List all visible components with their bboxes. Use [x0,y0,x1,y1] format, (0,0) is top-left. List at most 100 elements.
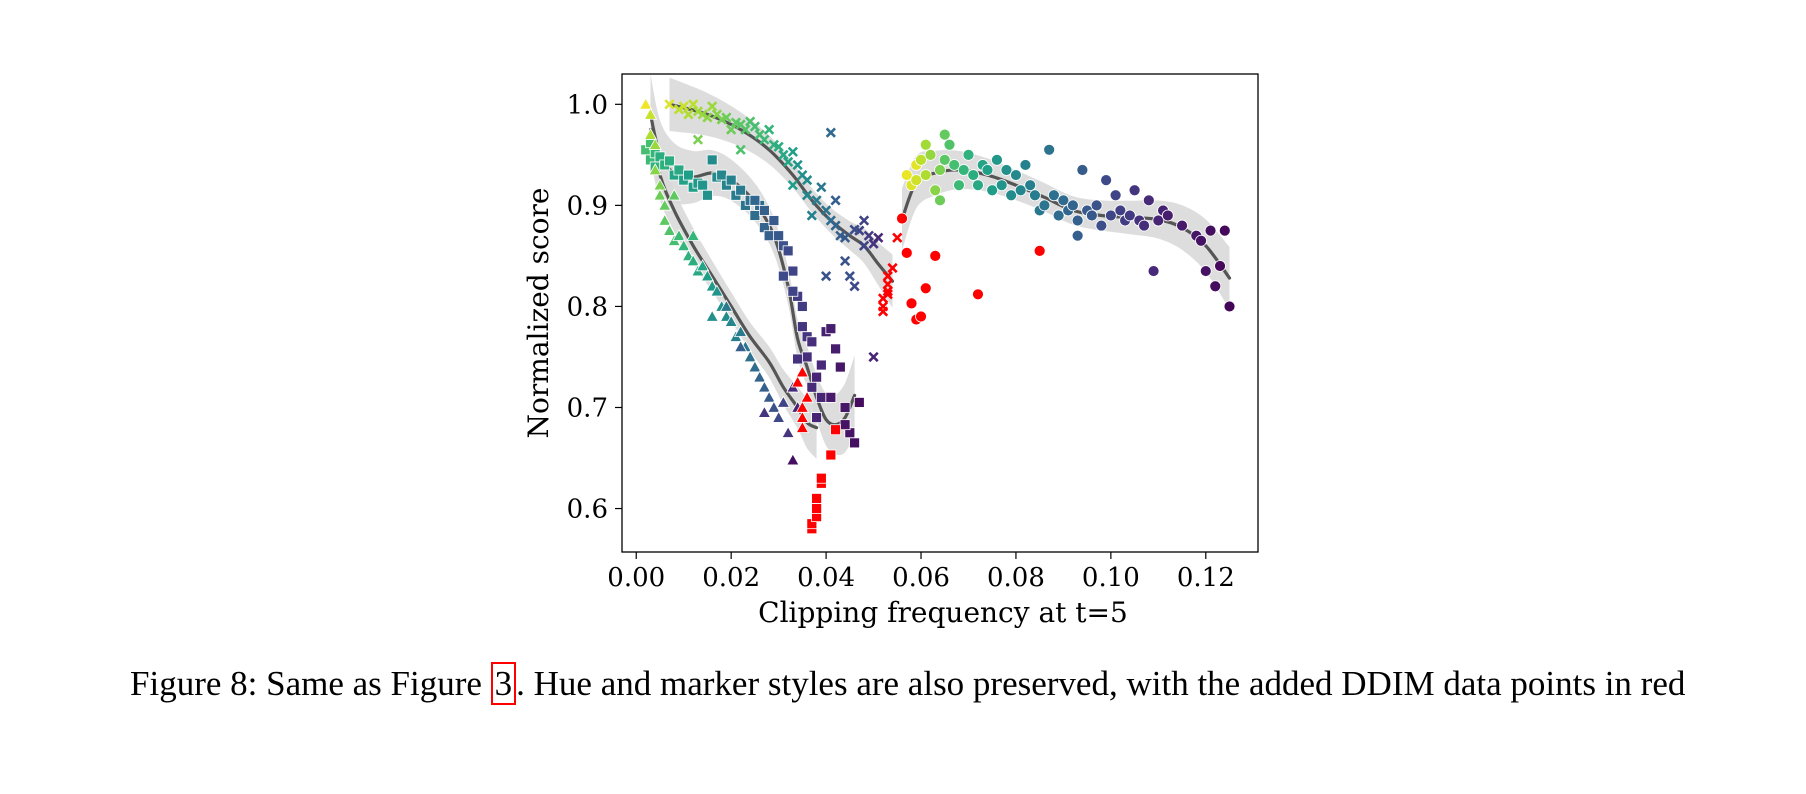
x-axis-title: Clipping frequency at t=5 [758,596,1128,629]
triangles-point [776,395,791,408]
squares-point [749,210,761,221]
x-tick-label: 0.08 [987,563,1045,593]
circles-point [1048,189,1060,202]
squares-point [664,155,675,167]
squares-point [697,179,709,191]
triangles-point [677,238,691,251]
triangles-point [639,97,653,110]
circles-point [919,169,932,181]
figure-reference-link[interactable]: 3 [490,662,517,705]
crosses-point [773,141,784,152]
squares-point [796,301,808,312]
circles-point [1024,179,1037,192]
x-tick-label: 0.12 [1177,563,1235,593]
circles-point [1010,169,1022,181]
data-points [639,97,1236,535]
circles-ddim-point [972,288,984,301]
triangles-point [662,223,677,236]
y-tick-label: 1.0 [567,90,608,120]
figure-caption: Figure 8: Same as Figure 3. Hue and mark… [130,662,1690,705]
crosses-point [692,134,704,145]
squares-point [702,189,713,201]
triangles-point [653,188,667,201]
triangles-point [672,228,686,241]
circles-point [929,184,942,197]
crosses-point [740,124,751,135]
crosses-point [702,112,713,123]
circles-point [1104,209,1117,222]
crosses-point [858,240,870,251]
x-tick-label: 0.10 [1082,563,1140,593]
circles-point [972,179,984,192]
circles-point [1214,260,1226,272]
circles-point [934,194,946,207]
squares-point [773,230,785,242]
y-tick-label: 0.8 [567,292,608,322]
circles-point [938,153,951,166]
trend-circles-band [902,150,1230,310]
squares-point [758,205,770,216]
circles-point [1152,214,1165,227]
squares-point [787,285,799,297]
circles-point [1218,224,1231,237]
circles-point [1057,194,1070,207]
squares-point [853,397,865,408]
triangles-point [700,269,715,282]
circles-ddim-point [905,297,918,310]
triangles-point [733,340,748,353]
crosses-point [811,195,822,206]
crosses-point [858,215,870,226]
triangles-point [767,400,781,413]
crosses-ddim-point [882,270,893,282]
circles-point [924,148,937,161]
triangles-point [667,188,681,201]
crosses-point [863,230,874,241]
circles-point [1071,229,1084,242]
crosses-point [849,281,860,292]
circles-point [991,153,1003,166]
y-tick-label: 0.6 [567,495,608,525]
circles-point [938,128,951,141]
circles-point [1204,224,1217,237]
triangles-point [724,314,738,327]
crosses-point [868,351,879,363]
circles-point [953,179,965,192]
triangles-point [643,107,658,120]
circles-point [900,169,913,181]
triangles-ddim-point [790,375,805,388]
squares-point [825,323,837,335]
squares-ddim-point [811,503,822,514]
y-tick-label: 0.7 [567,393,608,423]
trend-crosses [667,102,895,283]
x-tick-label: 0.02 [702,563,760,593]
circles-point [1199,265,1212,277]
crosses-point [820,205,832,216]
squares-point [768,215,780,226]
crosses-point [778,149,789,160]
circles-point [962,148,975,161]
triangles-point [686,254,700,267]
circles-point [1100,174,1113,187]
circles-point [948,159,961,171]
x-axis-ticks: 0.00 0.02 0.04 0.06 0.08 0.10 0.12 [607,552,1235,593]
crosses-point [678,101,689,112]
scatter-chart: 0.00 0.02 0.04 0.06 0.08 0.10 0.12 0.60.70.80.… [522,73,1259,629]
crosses-point [830,220,841,231]
crosses-point [792,159,803,171]
circles-point [1142,194,1155,207]
squares-point [806,336,818,348]
trend-triangles-band [650,98,817,459]
crosses-point [873,232,884,243]
circles-point [1043,143,1056,156]
circles-point [986,184,999,197]
triangles-point [719,299,734,312]
crosses-point [801,190,813,201]
circles-point [1090,199,1103,212]
crosses-point [844,270,855,282]
squares-point [811,371,822,383]
triangles-point [658,213,672,226]
circles-ddim-point [919,282,932,295]
squares-point [815,391,827,403]
circles-ddim-point [1033,244,1046,257]
circles-point [1209,280,1222,293]
